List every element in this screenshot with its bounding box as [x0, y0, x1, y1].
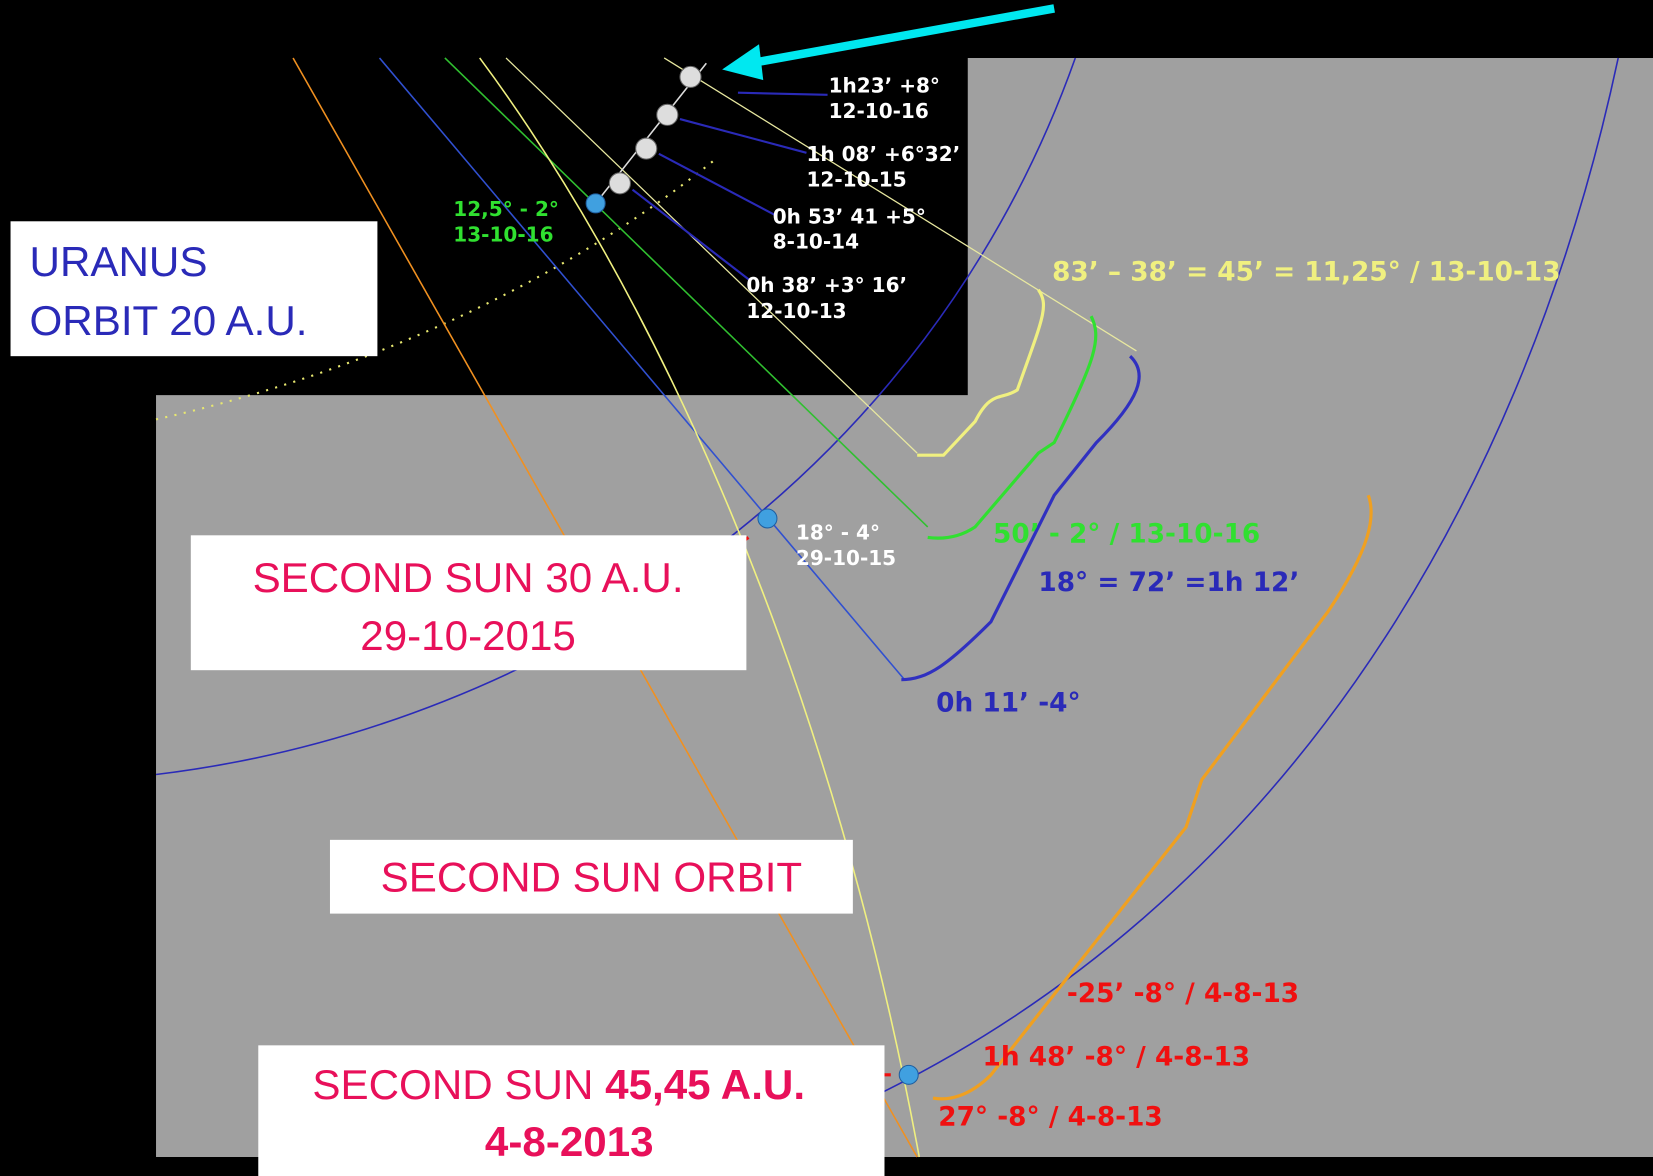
box-text: SECOND SUN 45,45 A.U.: [312, 1061, 805, 1108]
pointer: [631, 188, 750, 281]
body: [679, 65, 702, 88]
label-box: [10, 221, 378, 357]
box-text: SECOND SUN ORBIT: [381, 853, 803, 900]
yellow-line: [663, 57, 1137, 352]
annotation: 18° = 72’ =1h 12’: [1038, 568, 1299, 598]
pointer: [737, 91, 828, 96]
yellow-line: [505, 57, 918, 454]
uranus-orbit: [155, 157, 718, 421]
body: [635, 137, 658, 160]
pointer: [658, 152, 776, 216]
arrowhead: [722, 44, 764, 81]
box-text: 29-10-2015: [360, 612, 576, 659]
position-label: 12-10-13: [746, 299, 846, 323]
position-label: 29-10-15: [796, 546, 896, 570]
arrow: [749, 4, 1055, 68]
green-line: [444, 57, 929, 528]
position-label: 13-10-16: [453, 222, 553, 246]
position-label: 12-10-16: [829, 99, 929, 123]
label-box: [329, 839, 853, 914]
brace: [901, 355, 1141, 682]
position-label: 1h 08’ +6°32’: [806, 142, 960, 166]
body: [757, 508, 778, 529]
box-text: 4-8-2013: [485, 1118, 654, 1165]
position-label: 0h 53’ 41 +5°: [773, 204, 926, 228]
annotation: 27° -8° / 4-8-13: [938, 1102, 1163, 1132]
annotation: 1h 48’ -8° / 4-8-13: [983, 1042, 1251, 1072]
position-label: 0h 38’ +3° 16’: [746, 273, 907, 297]
brace: [917, 288, 1045, 457]
position-label: 12-10-15: [806, 168, 906, 192]
position-label: 18° - 4°: [796, 521, 880, 545]
blue-line: [378, 57, 906, 681]
brace: [927, 315, 1098, 540]
box-text: URANUS: [30, 238, 208, 285]
annotation: 83’ – 38’ = 45’ = 11,25° / 13-10-13: [1052, 257, 1560, 287]
box-text: SECOND SUN 30 A.U.: [253, 554, 684, 601]
brace: [932, 494, 1373, 1101]
position-label: 12,5° - 2°: [453, 197, 559, 221]
annotation: 50’ - 2° / 13-10-16: [993, 520, 1260, 550]
yellow-curve: [479, 57, 921, 1158]
box-text: ORBIT 20 A.U.: [30, 297, 308, 344]
label-box: [258, 1045, 885, 1176]
orbit-arc: [874, 57, 1619, 1097]
annotation: 0h 11’ -4°: [936, 688, 1080, 718]
body: [898, 1064, 919, 1085]
body: [585, 193, 606, 214]
body: [656, 103, 679, 126]
position-label: 1h23’ +8°: [829, 74, 940, 98]
annotation: -25’ -8° / 4-8-13: [1067, 979, 1299, 1009]
body: [608, 172, 631, 195]
box-text: SECOND SUN: [312, 1061, 605, 1108]
box-text: 45,45 A.U.: [605, 1061, 805, 1108]
pointer: [679, 118, 807, 154]
position-label: 8-10-14: [773, 230, 859, 254]
label-box: [190, 535, 747, 671]
